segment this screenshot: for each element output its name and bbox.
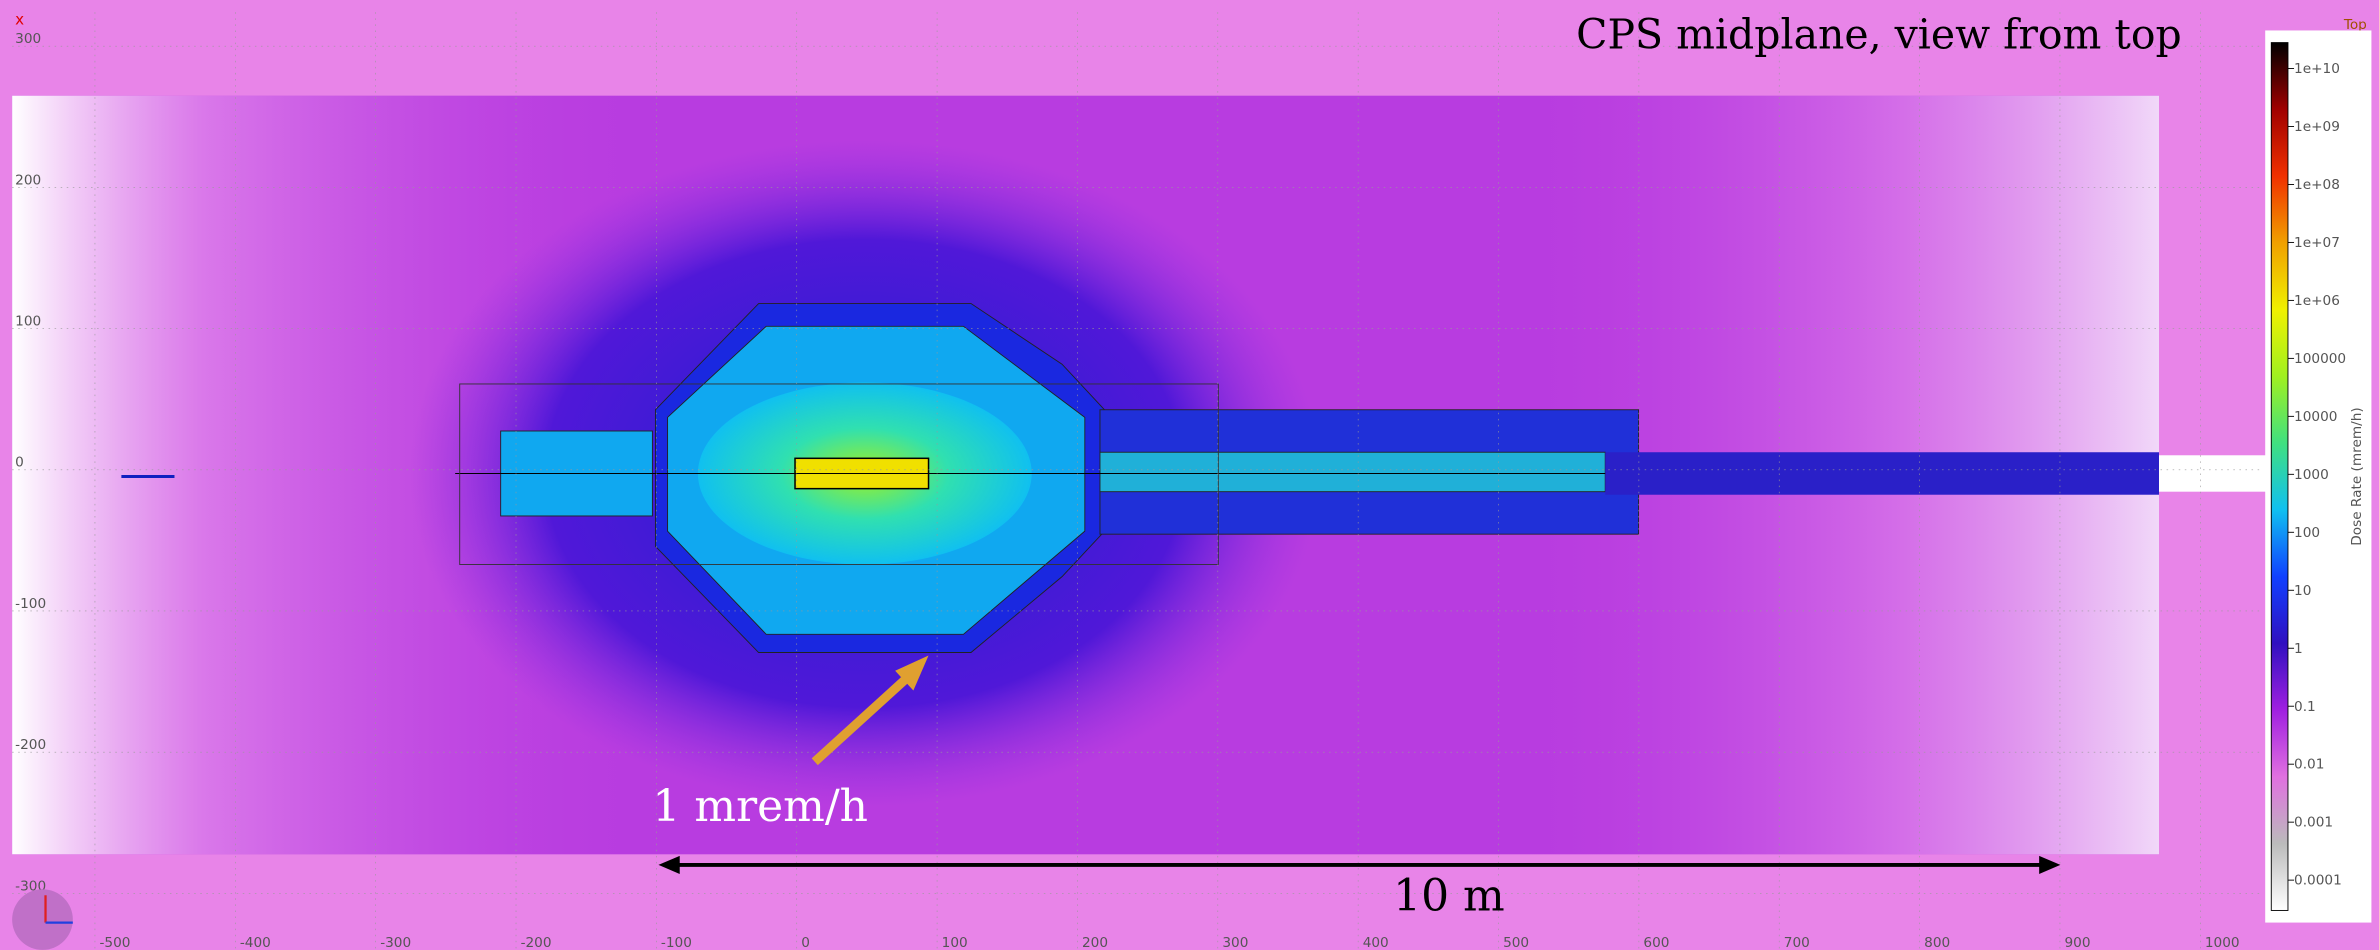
annotation: 1 mrem/h — [652, 781, 868, 832]
x-tick-label: 1000 — [2205, 935, 2240, 950]
x-tick-label: 300 — [1222, 935, 1248, 950]
dose-map — [12, 95, 2269, 855]
y-tick-label: 300 — [15, 31, 41, 47]
x-tick-label: 500 — [1503, 935, 1529, 950]
close-icon: x — [15, 10, 24, 28]
y-tick-label: 100 — [15, 314, 41, 330]
orientation-icon — [12, 889, 73, 950]
x-tick-label: -300 — [380, 935, 411, 950]
x-tick-label: -400 — [240, 935, 271, 950]
colorbar-scale — [2270, 42, 2289, 911]
x-tick-label: 0 — [801, 935, 810, 950]
dimension-arrow — [658, 855, 680, 875]
colorbar-tick-label: 0.1 — [2294, 699, 2316, 715]
x-tick-label: -500 — [100, 935, 131, 950]
colorbar-tick-label: 0.0001 — [2294, 873, 2342, 889]
arrow-head — [895, 655, 929, 691]
y-tick-label: 200 — [15, 172, 41, 188]
x-tick-label: 800 — [1924, 935, 1950, 950]
colorbar-tick-label: 1e+09 — [2294, 119, 2340, 135]
x-tick-label: 200 — [1082, 935, 1108, 950]
colorbar-tick-label: 1e+08 — [2294, 177, 2340, 193]
x-tick-label: 900 — [2064, 935, 2090, 950]
arrow-shaft — [811, 667, 918, 766]
colorbar-tick-label: 10000 — [2294, 409, 2337, 425]
dimension-arrow — [2039, 855, 2061, 875]
chart-title: CPS midplane, view from top — [1576, 11, 2182, 59]
colorbar-tick-label: 100 — [2294, 525, 2320, 541]
map-region — [2159, 455, 2269, 492]
annotation: 10 m — [1393, 870, 1505, 921]
y-tick-label: -100 — [15, 596, 46, 612]
map-region — [1605, 452, 2160, 495]
view-label: Top — [2343, 17, 2367, 33]
y-tick-label: 0 — [15, 455, 24, 471]
colorbar-tick-label: 1e+06 — [2294, 293, 2340, 309]
x-tick-label: 700 — [1784, 935, 1810, 950]
colorbar-tick-label: 0.01 — [2294, 757, 2324, 773]
colorbar-tick-label: 1e+07 — [2294, 235, 2340, 251]
colorbar-tick-label: 0.001 — [2294, 815, 2333, 831]
x-tick-label: -100 — [661, 935, 692, 950]
map-region — [1099, 451, 1606, 493]
grid — [12, 12, 2261, 950]
x-tick-label: -200 — [521, 935, 552, 950]
x-tick-label: 100 — [942, 935, 968, 950]
colorbar-tick-label: 10 — [2294, 583, 2311, 599]
colorbar: 1e+101e+091e+081e+071e+06100000100001000… — [2265, 30, 2372, 923]
map-outline — [459, 383, 1219, 565]
x-tick-label: 400 — [1363, 935, 1389, 950]
colorbar-tick-label: 100000 — [2294, 351, 2346, 367]
y-tick-label: -200 — [15, 737, 46, 753]
colorbar-label: Dose Rate (mrem/h) — [2349, 407, 2365, 545]
x-tick-label: 600 — [1643, 935, 1669, 950]
colorbar-tick-label: 1000 — [2294, 467, 2329, 483]
axes: -500 -400 -300 -200 -100 0 100 200 300 400 500 600 7… — [15, 31, 2239, 950]
colorbar-tick-label: 1 — [2294, 641, 2303, 657]
colorbar-tick-label: 1e+10 — [2294, 61, 2340, 77]
